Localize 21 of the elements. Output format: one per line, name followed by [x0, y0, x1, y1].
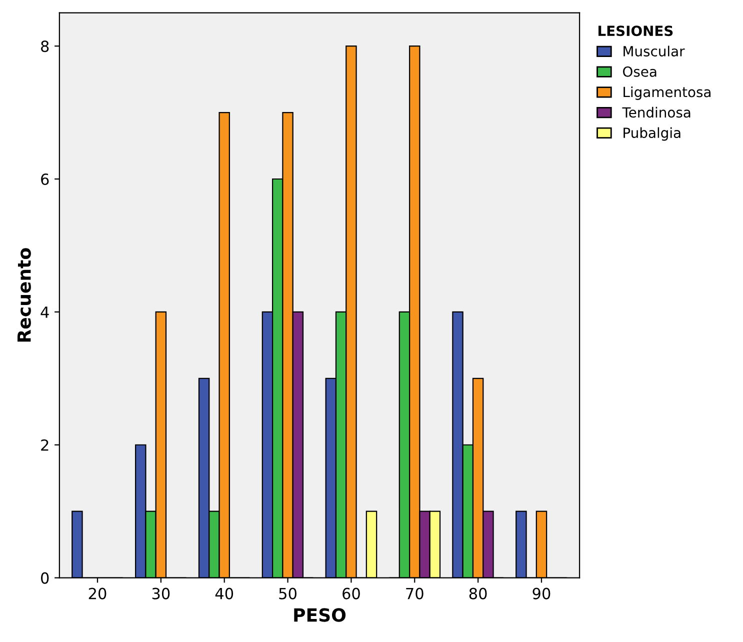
x-tick-label: 90	[532, 588, 550, 600]
legend-label: Muscular	[624, 46, 685, 56]
x-tick-label: 60	[342, 588, 360, 600]
y-tick-label: 0	[41, 572, 49, 584]
x-tick-label: 70	[406, 588, 424, 600]
legend-label: Osea	[623, 66, 656, 77]
legend-label: Ligamentosa	[624, 86, 710, 100]
x-tick-label: 40	[215, 588, 234, 600]
x-tick-label: 80	[469, 588, 487, 600]
y-tick-label: 4	[40, 306, 49, 318]
y-tick-label: 8	[41, 40, 49, 52]
legend-title: LESIONES	[598, 26, 673, 36]
x-tick-label: 30	[152, 588, 170, 600]
x-tick-label: 20	[88, 588, 106, 600]
y-axis-title: Recuento	[18, 248, 31, 342]
legend-label: Tendinosa	[622, 106, 690, 118]
x-axis-title: PESO	[294, 608, 346, 622]
y-tick-label: 2	[41, 439, 48, 451]
x-tick-label: 50	[279, 588, 296, 600]
y-tick-label: 6	[41, 173, 49, 186]
legend-label: Pubalgia	[624, 127, 680, 141]
